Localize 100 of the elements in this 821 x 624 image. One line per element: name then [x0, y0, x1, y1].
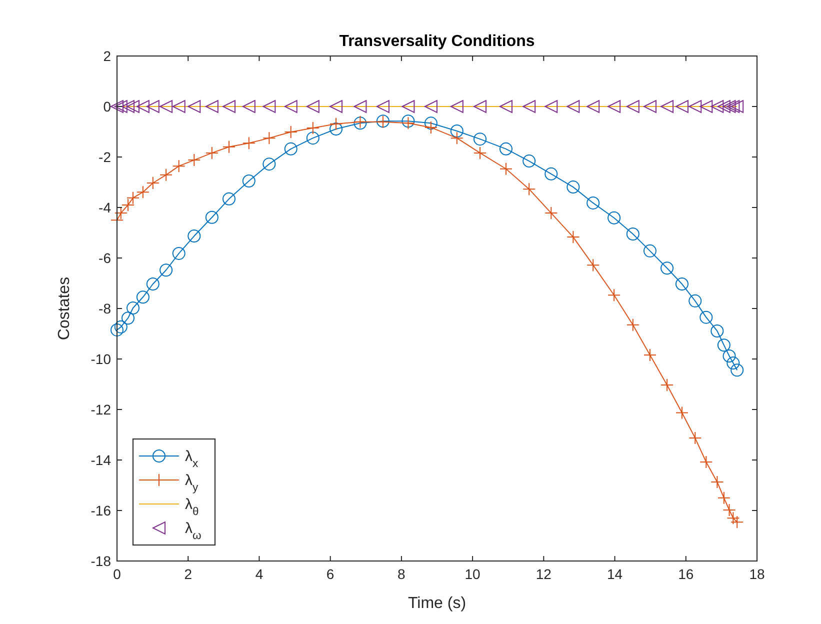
point	[284, 126, 298, 139]
y-tick-label: -10	[90, 351, 112, 367]
point	[726, 356, 740, 370]
x-tick-label: 0	[113, 566, 122, 582]
point	[450, 124, 464, 138]
y-tick-label: -6	[98, 250, 112, 266]
legend-label: λ$_{x}$	[185, 448, 198, 470]
point	[566, 180, 580, 194]
point	[544, 167, 558, 180]
point	[450, 100, 464, 113]
point	[136, 290, 150, 304]
point	[126, 191, 140, 204]
point	[626, 100, 640, 113]
point	[146, 176, 160, 190]
point	[114, 320, 128, 334]
point	[717, 491, 730, 504]
point	[730, 364, 744, 377]
point	[306, 100, 320, 113]
point	[450, 132, 464, 145]
point	[499, 162, 512, 176]
point	[608, 100, 621, 113]
legend-label: λ$_{ω}$	[185, 520, 202, 542]
point	[172, 160, 186, 173]
point	[262, 158, 276, 171]
point	[566, 100, 580, 113]
x-tick-label: 14	[606, 566, 623, 582]
point	[643, 100, 656, 113]
point	[172, 246, 186, 260]
point	[146, 278, 160, 291]
point	[722, 100, 736, 113]
x-axis-title: Time (s)	[408, 595, 466, 612]
point	[242, 174, 256, 188]
y-tick-label: -12	[90, 402, 112, 418]
point	[205, 146, 218, 160]
point	[730, 100, 744, 113]
point	[114, 206, 128, 220]
y-tick-label: -16	[90, 502, 112, 518]
point	[284, 142, 298, 156]
point	[262, 100, 276, 113]
legend-label: λ$_{θ}$	[185, 496, 199, 518]
point	[160, 264, 173, 277]
point	[474, 100, 487, 113]
point	[710, 100, 724, 113]
point	[284, 100, 298, 113]
point	[522, 182, 536, 196]
y-tick-label: -4	[98, 200, 112, 216]
point	[222, 140, 236, 154]
point	[675, 278, 688, 291]
point	[402, 100, 415, 113]
point	[710, 475, 724, 488]
point	[122, 198, 135, 212]
point	[172, 100, 186, 113]
point	[522, 100, 536, 113]
point	[306, 121, 320, 134]
y-tick-label: -14	[90, 452, 112, 468]
point	[700, 456, 713, 469]
point	[626, 318, 640, 332]
point	[424, 120, 438, 134]
point	[160, 100, 173, 113]
point	[354, 100, 367, 113]
x-tick-label: 16	[678, 566, 694, 582]
point	[586, 258, 600, 272]
point	[188, 230, 201, 243]
point	[330, 100, 343, 113]
point	[474, 132, 487, 146]
point	[660, 378, 674, 392]
x-tick-label: 18	[749, 566, 765, 582]
point	[710, 324, 724, 338]
point	[306, 132, 320, 145]
point	[688, 294, 702, 308]
x-tick-label: 12	[536, 566, 552, 582]
point	[330, 117, 343, 130]
point	[424, 116, 438, 130]
point	[242, 136, 256, 150]
point	[726, 100, 740, 113]
x-tick-label: 10	[464, 566, 481, 582]
point	[114, 100, 128, 113]
point	[188, 100, 201, 113]
point	[499, 100, 512, 113]
point	[522, 154, 536, 168]
point	[330, 122, 343, 136]
y-tick-label: -8	[98, 300, 112, 316]
point	[688, 100, 702, 113]
point	[608, 211, 621, 224]
point	[586, 100, 600, 113]
point	[499, 142, 512, 156]
point	[608, 288, 621, 302]
point	[188, 154, 201, 167]
point	[700, 100, 713, 113]
chart-title: Transversality Conditions	[339, 33, 535, 50]
point	[566, 230, 580, 244]
point	[474, 146, 487, 160]
point	[110, 323, 124, 336]
point	[122, 100, 135, 113]
y-tick-label: 2	[103, 48, 112, 64]
point	[136, 100, 150, 113]
x-tick-label: 6	[326, 566, 334, 582]
point	[544, 206, 558, 220]
point	[376, 100, 390, 113]
point	[205, 210, 218, 224]
